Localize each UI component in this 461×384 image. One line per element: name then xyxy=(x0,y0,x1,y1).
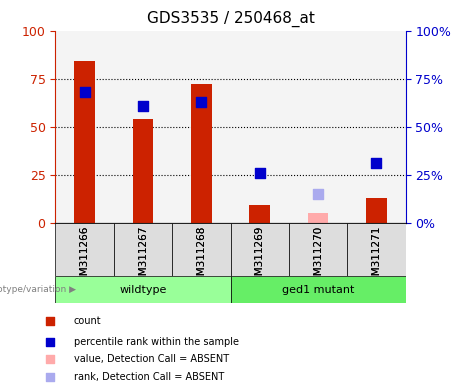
Bar xyxy=(308,213,328,223)
FancyBboxPatch shape xyxy=(172,223,230,276)
Text: GSM311269: GSM311269 xyxy=(254,225,265,289)
Bar xyxy=(366,198,387,223)
Bar xyxy=(249,205,270,223)
Text: GSM311270: GSM311270 xyxy=(313,225,323,289)
Text: percentile rank within the sample: percentile rank within the sample xyxy=(74,337,238,347)
Text: rank, Detection Call = ABSENT: rank, Detection Call = ABSENT xyxy=(74,372,224,382)
Text: value, Detection Call = ABSENT: value, Detection Call = ABSENT xyxy=(74,354,229,364)
Text: GSM311271: GSM311271 xyxy=(372,225,382,289)
Text: GSM311270: GSM311270 xyxy=(313,225,323,289)
Bar xyxy=(55,31,114,223)
Text: GSM311267: GSM311267 xyxy=(138,225,148,289)
Point xyxy=(274,0,281,3)
Point xyxy=(139,103,147,109)
Text: count: count xyxy=(74,316,101,326)
Point xyxy=(274,311,281,317)
FancyBboxPatch shape xyxy=(289,223,347,276)
Bar xyxy=(172,31,230,223)
Text: GSM311266: GSM311266 xyxy=(79,225,89,289)
Point xyxy=(198,99,205,105)
Bar xyxy=(230,31,289,223)
FancyBboxPatch shape xyxy=(55,223,114,276)
Bar xyxy=(347,31,406,223)
Bar xyxy=(289,31,347,223)
Bar xyxy=(114,31,172,223)
Bar xyxy=(74,61,95,223)
Point xyxy=(256,170,263,176)
Text: GSM311271: GSM311271 xyxy=(372,225,382,289)
FancyBboxPatch shape xyxy=(230,276,406,303)
Text: GSM311269: GSM311269 xyxy=(254,225,265,289)
Point xyxy=(373,160,380,166)
Point xyxy=(81,89,88,95)
Text: genotype/variation ▶: genotype/variation ▶ xyxy=(0,285,76,295)
Bar xyxy=(133,119,153,223)
Title: GDS3535 / 250468_at: GDS3535 / 250468_at xyxy=(147,10,314,26)
FancyBboxPatch shape xyxy=(55,276,230,303)
Text: GSM311268: GSM311268 xyxy=(196,225,207,289)
FancyBboxPatch shape xyxy=(347,223,406,276)
Text: GSM311268: GSM311268 xyxy=(196,225,207,289)
Text: ged1 mutant: ged1 mutant xyxy=(282,285,354,295)
Text: wildtype: wildtype xyxy=(119,285,166,295)
FancyBboxPatch shape xyxy=(230,223,289,276)
Text: GSM311266: GSM311266 xyxy=(79,225,89,289)
Point xyxy=(314,191,322,197)
Text: GSM311267: GSM311267 xyxy=(138,225,148,289)
Bar xyxy=(191,84,212,223)
Point xyxy=(274,154,281,160)
FancyBboxPatch shape xyxy=(114,223,172,276)
